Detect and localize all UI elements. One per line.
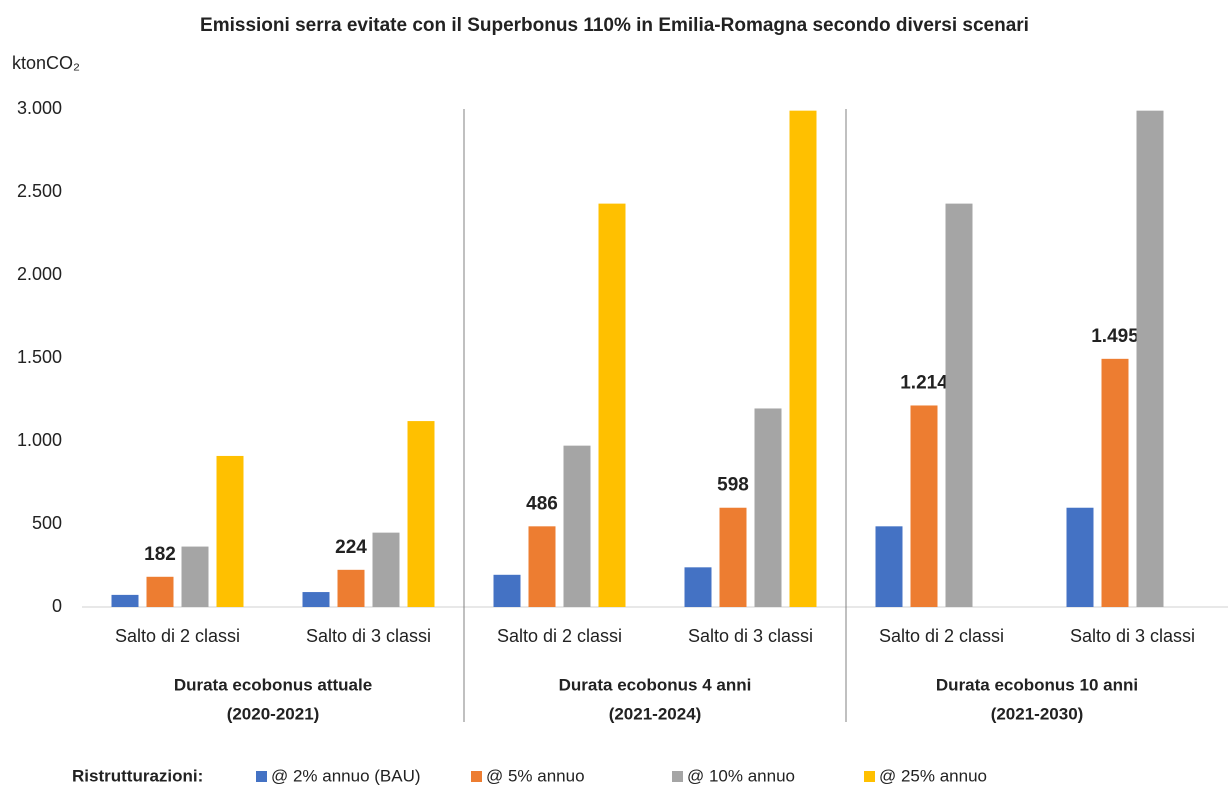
group-label: Durata ecobonus 4 anni	[559, 675, 752, 694]
data-label: 1.214	[900, 372, 948, 393]
bar	[146, 576, 174, 607]
legend-swatch	[471, 771, 482, 782]
legend-label: @ 5% annuo	[486, 766, 585, 785]
bar	[372, 532, 400, 607]
bar	[493, 574, 521, 607]
bar	[302, 592, 330, 607]
bar	[111, 594, 139, 607]
bar	[789, 110, 817, 607]
y-tick-label: 500	[32, 513, 62, 533]
bar	[1136, 110, 1164, 607]
bar	[528, 526, 556, 607]
legend-swatch	[672, 771, 683, 782]
y-tick-label: 2.500	[17, 181, 62, 201]
legend-label: @ 10% annuo	[687, 766, 795, 785]
y-tick-label: 1.000	[17, 430, 62, 450]
bar	[181, 546, 209, 607]
y-axis-label: ktonCO₂	[12, 53, 80, 73]
x-tick-label: Salto di 2 classi	[115, 626, 240, 646]
x-tick-label: Salto di 3 classi	[1070, 626, 1195, 646]
bar	[719, 507, 747, 607]
bar	[1066, 507, 1094, 607]
y-tick-label: 2.000	[17, 264, 62, 284]
y-tick-label: 0	[52, 596, 62, 616]
bar	[598, 203, 626, 607]
legend-swatch	[256, 771, 267, 782]
bar	[407, 421, 435, 607]
legend-label: @ 2% annuo (BAU)	[271, 766, 421, 785]
group-label: Durata ecobonus 10 anni	[936, 675, 1138, 694]
y-tick-label: 1.500	[17, 347, 62, 367]
data-label: 486	[526, 493, 558, 514]
bar	[563, 445, 591, 607]
bar	[875, 526, 903, 607]
data-label: 182	[144, 544, 176, 565]
bar	[1101, 358, 1129, 607]
chart-title: Emissioni serra evitate con il Superbonu…	[200, 15, 1029, 36]
bar	[684, 567, 712, 607]
group-label: (2020-2021)	[227, 704, 320, 723]
bar	[910, 405, 938, 607]
legend-title: Ristrutturazioni:	[72, 766, 203, 785]
bar	[337, 569, 365, 607]
data-label: 598	[717, 475, 749, 496]
x-tick-label: Salto di 3 classi	[306, 626, 431, 646]
data-label: 1.495	[1091, 326, 1139, 347]
data-label: 224	[335, 537, 367, 558]
y-tick-label: 3.000	[17, 98, 62, 118]
legend-swatch	[864, 771, 875, 782]
group-label: Durata ecobonus attuale	[174, 675, 372, 694]
x-tick-label: Salto di 2 classi	[497, 626, 622, 646]
group-label: (2021-2024)	[609, 704, 702, 723]
x-tick-label: Salto di 2 classi	[879, 626, 1004, 646]
legend-label: @ 25% annuo	[879, 766, 987, 785]
group-label: (2021-2030)	[991, 704, 1084, 723]
bar	[945, 203, 973, 607]
x-tick-label: Salto di 3 classi	[688, 626, 813, 646]
bar	[216, 455, 244, 607]
bar	[754, 408, 782, 607]
